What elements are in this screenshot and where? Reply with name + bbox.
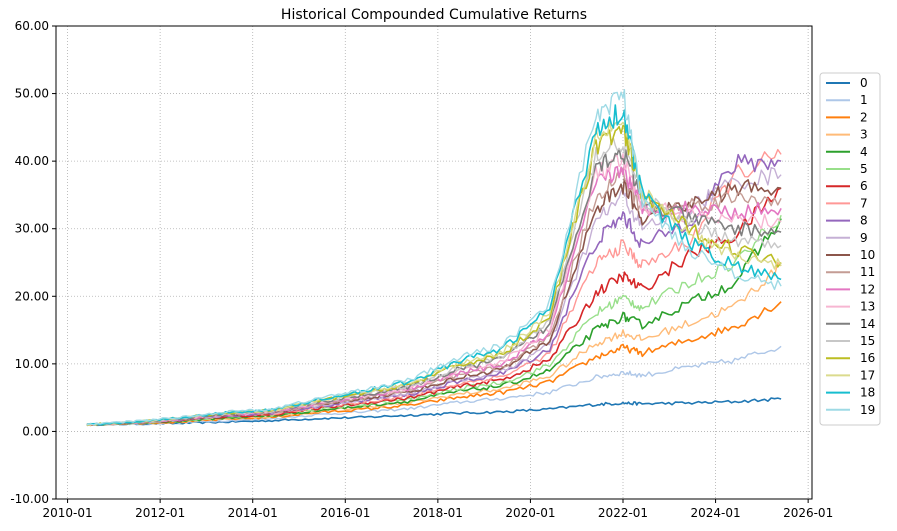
series-line-9 <box>86 166 782 426</box>
series-lines <box>86 88 782 427</box>
legend-label: 2 <box>860 110 868 124</box>
x-tick-label: 2018-01 <box>413 506 463 520</box>
legend-label: 9 <box>860 231 868 245</box>
legend-label: 5 <box>860 162 868 176</box>
x-tick-label: 2012-01 <box>135 506 185 520</box>
x-tick-label: 2022-01 <box>598 506 648 520</box>
chart-title: Historical Compounded Cumulative Returns <box>281 7 587 23</box>
series-line-14 <box>86 147 782 427</box>
x-tick-label: 2024-01 <box>691 506 741 520</box>
series-line-1 <box>86 345 782 427</box>
series-line-6 <box>86 187 782 427</box>
legend-label: 11 <box>860 265 875 279</box>
y-tick-label: 10.00 <box>15 357 49 371</box>
series-line-7 <box>86 148 782 426</box>
grid <box>56 25 812 500</box>
y-tick-label: 60.00 <box>15 19 49 33</box>
y-tick-label: 0.00 <box>22 424 49 438</box>
y-tick-label: -10.00 <box>10 492 49 506</box>
legend-label: 15 <box>860 334 875 348</box>
legend-label: 4 <box>860 145 868 159</box>
legend-label: 1 <box>860 93 868 107</box>
legend-label: 19 <box>860 403 875 417</box>
x-tick-label: 2016-01 <box>320 506 370 520</box>
legend-label: 16 <box>860 351 875 365</box>
legend-label: 3 <box>860 128 868 142</box>
legend-label: 13 <box>860 300 875 314</box>
x-tick-label: 2026-01 <box>783 506 833 520</box>
y-tick-label: 50.00 <box>15 87 49 101</box>
legend-label: 7 <box>860 196 868 210</box>
legend-label: 10 <box>860 248 875 262</box>
legend-frame <box>819 72 881 426</box>
x-tick-label: 2010-01 <box>43 506 93 520</box>
x-tick-label: 2020-01 <box>505 506 555 520</box>
legend-label: 14 <box>860 317 875 331</box>
y-tick-label: 20.00 <box>15 289 49 303</box>
legend-label: 17 <box>860 368 875 382</box>
legend-label: 0 <box>860 76 868 90</box>
series-line-16 <box>86 124 782 427</box>
series-line-19 <box>86 88 782 426</box>
legend-label: 18 <box>860 386 875 400</box>
series-line-8 <box>86 153 782 426</box>
y-axis: -10.00 0.00 10.00 20.00 30.00 40.00 50.00 60.00 <box>10 19 56 506</box>
y-tick-label: 30.00 <box>15 222 49 236</box>
legend-label: 6 <box>860 179 868 193</box>
x-axis: 2010-01 2012-01 2014-01 2016-01 2018-01 2020-… <box>43 499 833 520</box>
legend-label: 8 <box>860 214 868 228</box>
plot-area <box>55 25 813 500</box>
y-tick-label: 40.00 <box>15 154 49 168</box>
x-tick-label: 2014-01 <box>228 506 278 520</box>
legend-label: 12 <box>860 282 875 296</box>
